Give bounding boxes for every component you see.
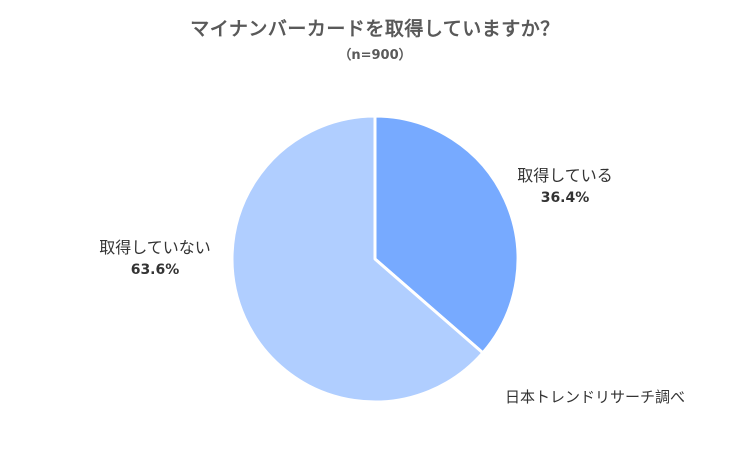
pie-slice-not-obtained xyxy=(230,114,485,404)
slice-label-not-obtained: 取得していない 63.6% xyxy=(80,237,230,281)
chart-subtitle: （n=900） xyxy=(338,48,412,63)
source-note: 日本トレンドリサーチ調べ xyxy=(505,388,686,406)
slice-label-not-obtained-value: 63.6% xyxy=(130,262,180,278)
slice-label-obtained-value: 36.4% xyxy=(540,190,590,206)
chart-title: マイナンバーカードを取得していますか？ xyxy=(190,18,560,40)
slice-label-not-obtained-name: 取得していない xyxy=(99,238,211,257)
slice-label-obtained: 取得している 36.4% xyxy=(500,165,630,209)
pie-slice-obtained xyxy=(373,114,520,355)
slice-label-obtained-name: 取得している xyxy=(517,166,613,185)
